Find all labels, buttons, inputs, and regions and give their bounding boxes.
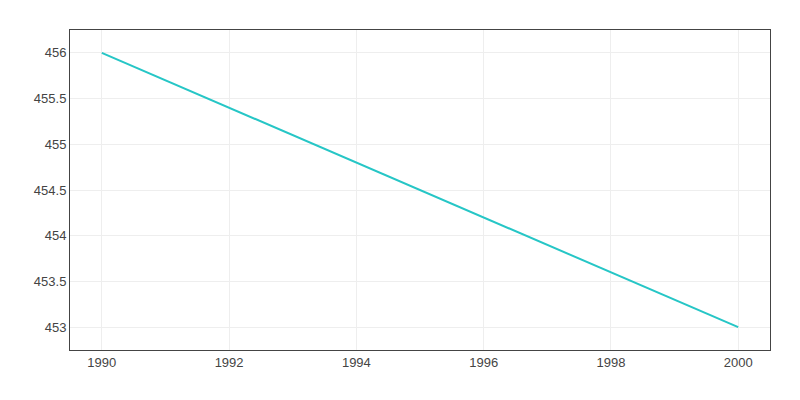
svg-text:1992: 1992 bbox=[215, 355, 244, 370]
svg-text:2000: 2000 bbox=[724, 355, 753, 370]
svg-text:455.5: 455.5 bbox=[34, 91, 67, 106]
svg-text:1994: 1994 bbox=[342, 355, 371, 370]
svg-text:455: 455 bbox=[45, 137, 67, 152]
svg-text:1998: 1998 bbox=[596, 355, 625, 370]
svg-text:454: 454 bbox=[45, 228, 67, 243]
svg-text:1990: 1990 bbox=[87, 355, 116, 370]
svg-text:456: 456 bbox=[45, 45, 67, 60]
svg-text:453.5: 453.5 bbox=[34, 274, 67, 289]
svg-text:1996: 1996 bbox=[469, 355, 498, 370]
svg-text:453: 453 bbox=[45, 320, 67, 335]
svg-text:454.5: 454.5 bbox=[34, 183, 67, 198]
